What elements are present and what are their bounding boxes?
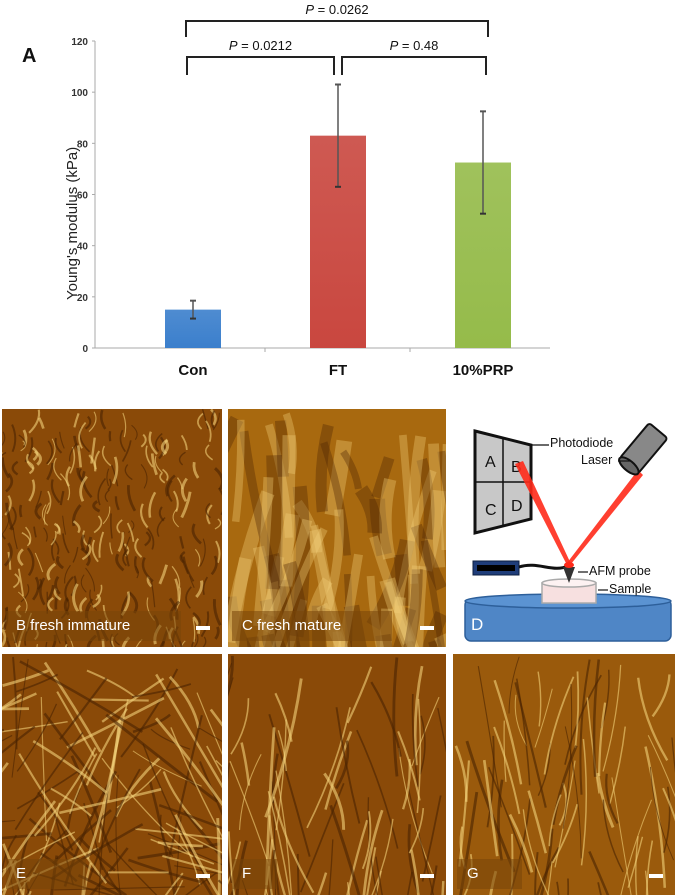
svg-text:P = 0.0212: P = 0.0212 bbox=[229, 38, 292, 53]
incident-beam-icon bbox=[567, 470, 643, 564]
svg-text:100: 100 bbox=[71, 88, 88, 99]
scale-bar bbox=[649, 874, 663, 878]
svg-text:40: 40 bbox=[77, 242, 89, 253]
sample-label: Sample bbox=[609, 582, 652, 596]
laser-label: Laser bbox=[581, 453, 613, 467]
photodiode-icon bbox=[473, 429, 533, 535]
bar-chart: 0 20 40 60 80 100 120 Con FT 10%PRP P = 0.0212 P = … bbox=[0, 0, 675, 400]
chart-plot-area: 0 20 40 60 80 100 120 Con FT 10%PRP P = 0.0212 P = … bbox=[71, 2, 550, 379]
svg-text:A: A bbox=[485, 454, 496, 471]
afm-texture bbox=[228, 654, 446, 895]
photodiode-label: Photodiode bbox=[550, 436, 614, 450]
cantilever-icon bbox=[472, 560, 575, 583]
reflected-beam-icon bbox=[515, 461, 571, 565]
afm-texture bbox=[228, 409, 446, 647]
panel-a-letter: A bbox=[22, 45, 37, 67]
scale-bar bbox=[420, 874, 434, 878]
svg-text:20: 20 bbox=[77, 293, 89, 304]
scale-bar bbox=[420, 626, 434, 630]
sample-icon bbox=[541, 578, 597, 604]
afm-image-c: C fresh mature bbox=[228, 409, 446, 647]
afm-texture bbox=[453, 654, 675, 895]
afm-caption: F FT bbox=[232, 859, 277, 889]
svg-text:P = 0.48: P = 0.48 bbox=[390, 38, 439, 53]
afm-caption: G PRP bbox=[457, 859, 522, 889]
scale-bar bbox=[196, 874, 210, 878]
afm-image-g: G PRP bbox=[453, 654, 675, 895]
afm-probe-label: AFM probe bbox=[589, 564, 651, 578]
svg-text:60: 60 bbox=[77, 191, 89, 202]
svg-text:80: 80 bbox=[77, 139, 89, 150]
svg-text:120: 120 bbox=[71, 37, 88, 48]
afm-image-e: E Control bbox=[2, 654, 222, 895]
afm-texture bbox=[2, 409, 222, 647]
afm-schematic: A B C D Photodiode Laser AFM probe Sampl… bbox=[453, 409, 675, 647]
scale-bar bbox=[196, 626, 210, 630]
afm-image-b: B fresh immature bbox=[2, 409, 222, 647]
svg-text:B: B bbox=[511, 459, 522, 476]
svg-text:10%PRP: 10%PRP bbox=[453, 362, 514, 379]
panel-d-letter: D bbox=[471, 615, 484, 634]
svg-text:C: C bbox=[485, 502, 497, 519]
svg-text:P = 0.0262: P = 0.0262 bbox=[305, 2, 368, 17]
svg-text:Con: Con bbox=[178, 362, 207, 379]
svg-text:D: D bbox=[511, 498, 523, 515]
afm-image-f: F FT bbox=[228, 654, 446, 895]
afm-caption: E Control bbox=[6, 859, 86, 889]
svg-text:0: 0 bbox=[82, 344, 88, 355]
afm-diagram: A B C D bbox=[464, 423, 672, 642]
afm-caption: B fresh immature bbox=[6, 611, 181, 641]
afm-caption: C fresh mature bbox=[232, 611, 392, 641]
svg-text:FT: FT bbox=[329, 362, 347, 379]
laser-icon bbox=[618, 423, 668, 476]
